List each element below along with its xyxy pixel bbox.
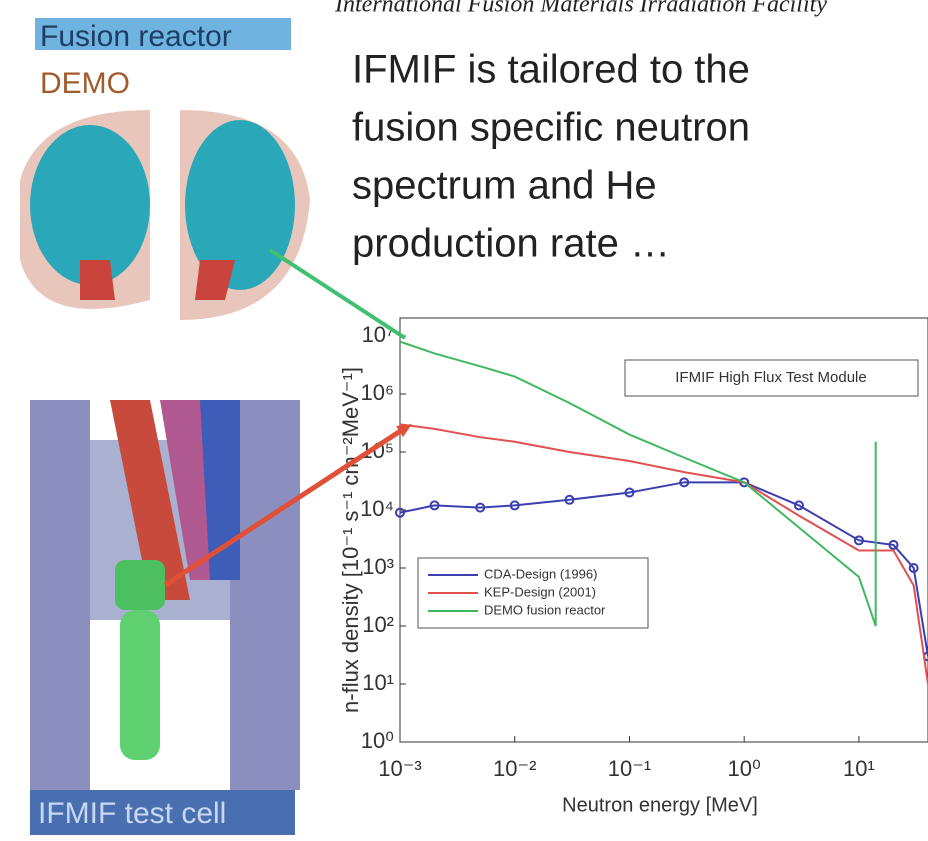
slide-line: spectrum and He bbox=[352, 164, 657, 208]
panel-title: Fusion reactor bbox=[40, 20, 232, 53]
x-tick-label: 10⁰ bbox=[728, 756, 761, 781]
y-tick-label: 10⁵ bbox=[360, 438, 394, 463]
y-axis-label: n-flux density [10⁻¹ s⁻¹ cm⁻²MeV⁻¹] bbox=[338, 367, 363, 713]
y-tick-label: 10⁰ bbox=[361, 728, 394, 753]
panel-subtitle: DEMO bbox=[40, 67, 130, 100]
slide-text: IFMIF is tailored to the fusion specific … bbox=[352, 48, 750, 266]
legend-label: CDA-Design (1996) bbox=[484, 566, 597, 581]
legend-label: DEMO fusion reactor bbox=[484, 602, 606, 617]
legend-label: KEP-Design (2001) bbox=[484, 584, 596, 599]
slide-line: IFMIF is tailored to the bbox=[352, 48, 750, 92]
test-cell-image bbox=[30, 400, 300, 790]
slide: International Fusion Materials Irradiati… bbox=[0, 0, 928, 841]
y-tick-label: 10¹ bbox=[362, 670, 394, 695]
annotation: IFMIF High Flux Test Module bbox=[675, 369, 866, 386]
x-tick-label: 10¹ bbox=[843, 756, 875, 781]
reactor-image bbox=[20, 110, 310, 320]
x-axis-label: Neutron energy [MeV] bbox=[562, 794, 758, 816]
y-tick-label: 10² bbox=[362, 612, 394, 637]
y-tick-label: 10³ bbox=[362, 554, 394, 579]
slide-line: production rate … bbox=[352, 222, 670, 266]
x-tick-label: 10⁻³ bbox=[378, 756, 421, 781]
y-tick-label: 10⁶ bbox=[360, 380, 394, 405]
series-line bbox=[400, 424, 928, 684]
slide-line: fusion specific neutron bbox=[352, 106, 750, 150]
y-tick-label: 10⁴ bbox=[360, 496, 394, 521]
x-tick-label: 10⁻¹ bbox=[608, 756, 651, 781]
handwritten-header: International Fusion Materials Irradiati… bbox=[334, 0, 827, 18]
x-tick-label: 10⁻² bbox=[493, 756, 536, 781]
panel-title: IFMIF test cell bbox=[38, 797, 226, 830]
